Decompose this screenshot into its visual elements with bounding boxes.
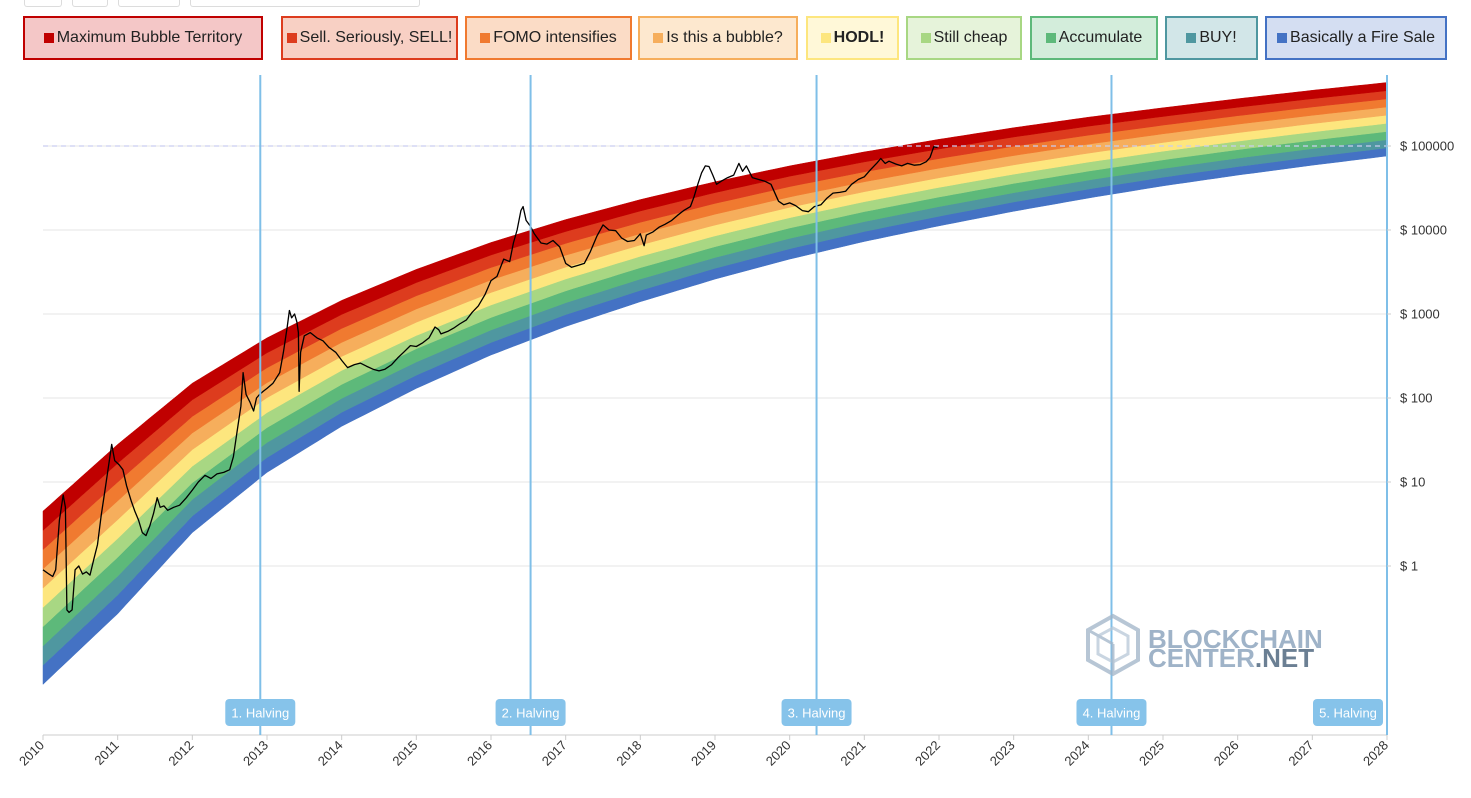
legend-swatch bbox=[1045, 33, 1056, 43]
legend-swatch bbox=[286, 33, 297, 43]
watermark-line1: BLOCKCHAIN bbox=[1148, 624, 1323, 654]
y-tick-label: $ 100000 bbox=[1400, 139, 1454, 154]
halving-markers: 1. Halving 2. Halving 3. Halving 4. Halving… bbox=[225, 75, 1388, 735]
legend-label: Still cheap bbox=[933, 29, 1008, 46]
x-tick-label: 2028 bbox=[1360, 738, 1391, 769]
legend-item-fomo-intensifies[interactable]: FOMO intensifies bbox=[465, 16, 632, 60]
x-tick-label: 2016 bbox=[464, 738, 495, 769]
legend-swatch bbox=[1186, 33, 1197, 43]
watermark-center: CENTER bbox=[1148, 643, 1255, 673]
halving-label: 5. Halving bbox=[1319, 706, 1377, 721]
y-tick-label: $ 10 bbox=[1400, 475, 1425, 490]
x-tick-label: 2023 bbox=[987, 738, 1018, 769]
legend-swatch bbox=[1277, 33, 1288, 43]
legend-item-basically-a-fire-sale[interactable]: Basically a Fire Sale bbox=[1265, 16, 1447, 60]
blockchain-center-logo-icon bbox=[1086, 613, 1140, 677]
legend-item-hodl[interactable]: HODL! bbox=[806, 16, 899, 60]
x-tick-label: 2013 bbox=[240, 738, 271, 769]
halving-badge bbox=[1076, 699, 1147, 726]
halving-label: 1. Halving bbox=[231, 706, 289, 721]
toolbar-tab-2[interactable] bbox=[72, 0, 108, 7]
x-tick-label: 2022 bbox=[912, 738, 943, 769]
halving-badge bbox=[1313, 699, 1383, 726]
x-tick-label: 2025 bbox=[1136, 738, 1167, 769]
x-tick-label: 2020 bbox=[763, 738, 794, 769]
x-tick-label: 2017 bbox=[539, 738, 570, 769]
legend-item-still-cheap[interactable]: Still cheap bbox=[906, 16, 1022, 60]
legend-item-accumulate[interactable]: Accumulate bbox=[1030, 16, 1158, 60]
x-tick-label: 2021 bbox=[837, 738, 868, 769]
y-tick-label: $ 1 bbox=[1400, 559, 1418, 574]
x-tick-label: 2015 bbox=[389, 738, 420, 769]
x-tick-label: 2018 bbox=[613, 738, 644, 769]
legend-item-maximum-bubble-territory[interactable]: Maximum Bubble Territory bbox=[23, 16, 263, 60]
legend-item-sell-seriously-sell[interactable]: Sell. Seriously, SELL! bbox=[281, 16, 458, 60]
legend-label: Accumulate bbox=[1058, 29, 1143, 46]
price-series bbox=[42, 146, 938, 614]
y-tick-label: $ 100 bbox=[1400, 391, 1433, 406]
x-tick-label: 2027 bbox=[1285, 738, 1316, 769]
legend-label: HODL! bbox=[833, 29, 885, 46]
legend-label: BUY! bbox=[1199, 29, 1237, 46]
y-tick-label: $ 1000 bbox=[1400, 307, 1440, 322]
halving-badge bbox=[781, 699, 852, 726]
halving-label: 4. Halving bbox=[1083, 706, 1141, 721]
legend-label: Sell. Seriously, SELL! bbox=[299, 29, 453, 46]
legend-label: Basically a Fire Sale bbox=[1290, 29, 1435, 46]
legend-label: Is this a bubble? bbox=[666, 29, 783, 46]
y-tick-label: $ 10000 bbox=[1400, 223, 1447, 238]
x-tick-label: 2011 bbox=[91, 738, 121, 768]
x-tick-label: 2010 bbox=[16, 738, 47, 769]
toolbar-tab-3[interactable] bbox=[118, 0, 180, 7]
watermark-line2: CENTER.NET bbox=[1148, 643, 1314, 673]
halving-label: 3. Halving bbox=[788, 706, 846, 721]
legend-label: FOMO intensifies bbox=[493, 29, 617, 46]
legend-label: Maximum Bubble Territory bbox=[56, 29, 243, 46]
price-line bbox=[42, 146, 938, 614]
watermark-net: .NET bbox=[1255, 643, 1314, 673]
legend-swatch bbox=[43, 33, 54, 43]
halving-badge bbox=[495, 699, 566, 726]
halving-badge bbox=[225, 699, 296, 726]
legend-item-is-this-a-bubble[interactable]: Is this a bubble? bbox=[638, 16, 798, 60]
x-tick-label: 2026 bbox=[1211, 738, 1242, 769]
x-tick-label: 2019 bbox=[688, 738, 719, 769]
toolbar-tab-4[interactable] bbox=[190, 0, 420, 7]
x-tick-label: 2012 bbox=[165, 738, 196, 769]
halving-label: 2. Halving bbox=[502, 706, 560, 721]
legend-swatch bbox=[920, 33, 931, 43]
toolbar-tab-1[interactable] bbox=[24, 0, 62, 7]
legend-item-buy[interactable]: BUY! bbox=[1165, 16, 1258, 60]
legend-swatch bbox=[653, 33, 664, 43]
legend-swatch bbox=[820, 33, 831, 43]
x-tick-label: 2024 bbox=[1061, 738, 1092, 769]
legend-swatch bbox=[480, 33, 491, 43]
x-tick-label: 2014 bbox=[315, 738, 346, 769]
